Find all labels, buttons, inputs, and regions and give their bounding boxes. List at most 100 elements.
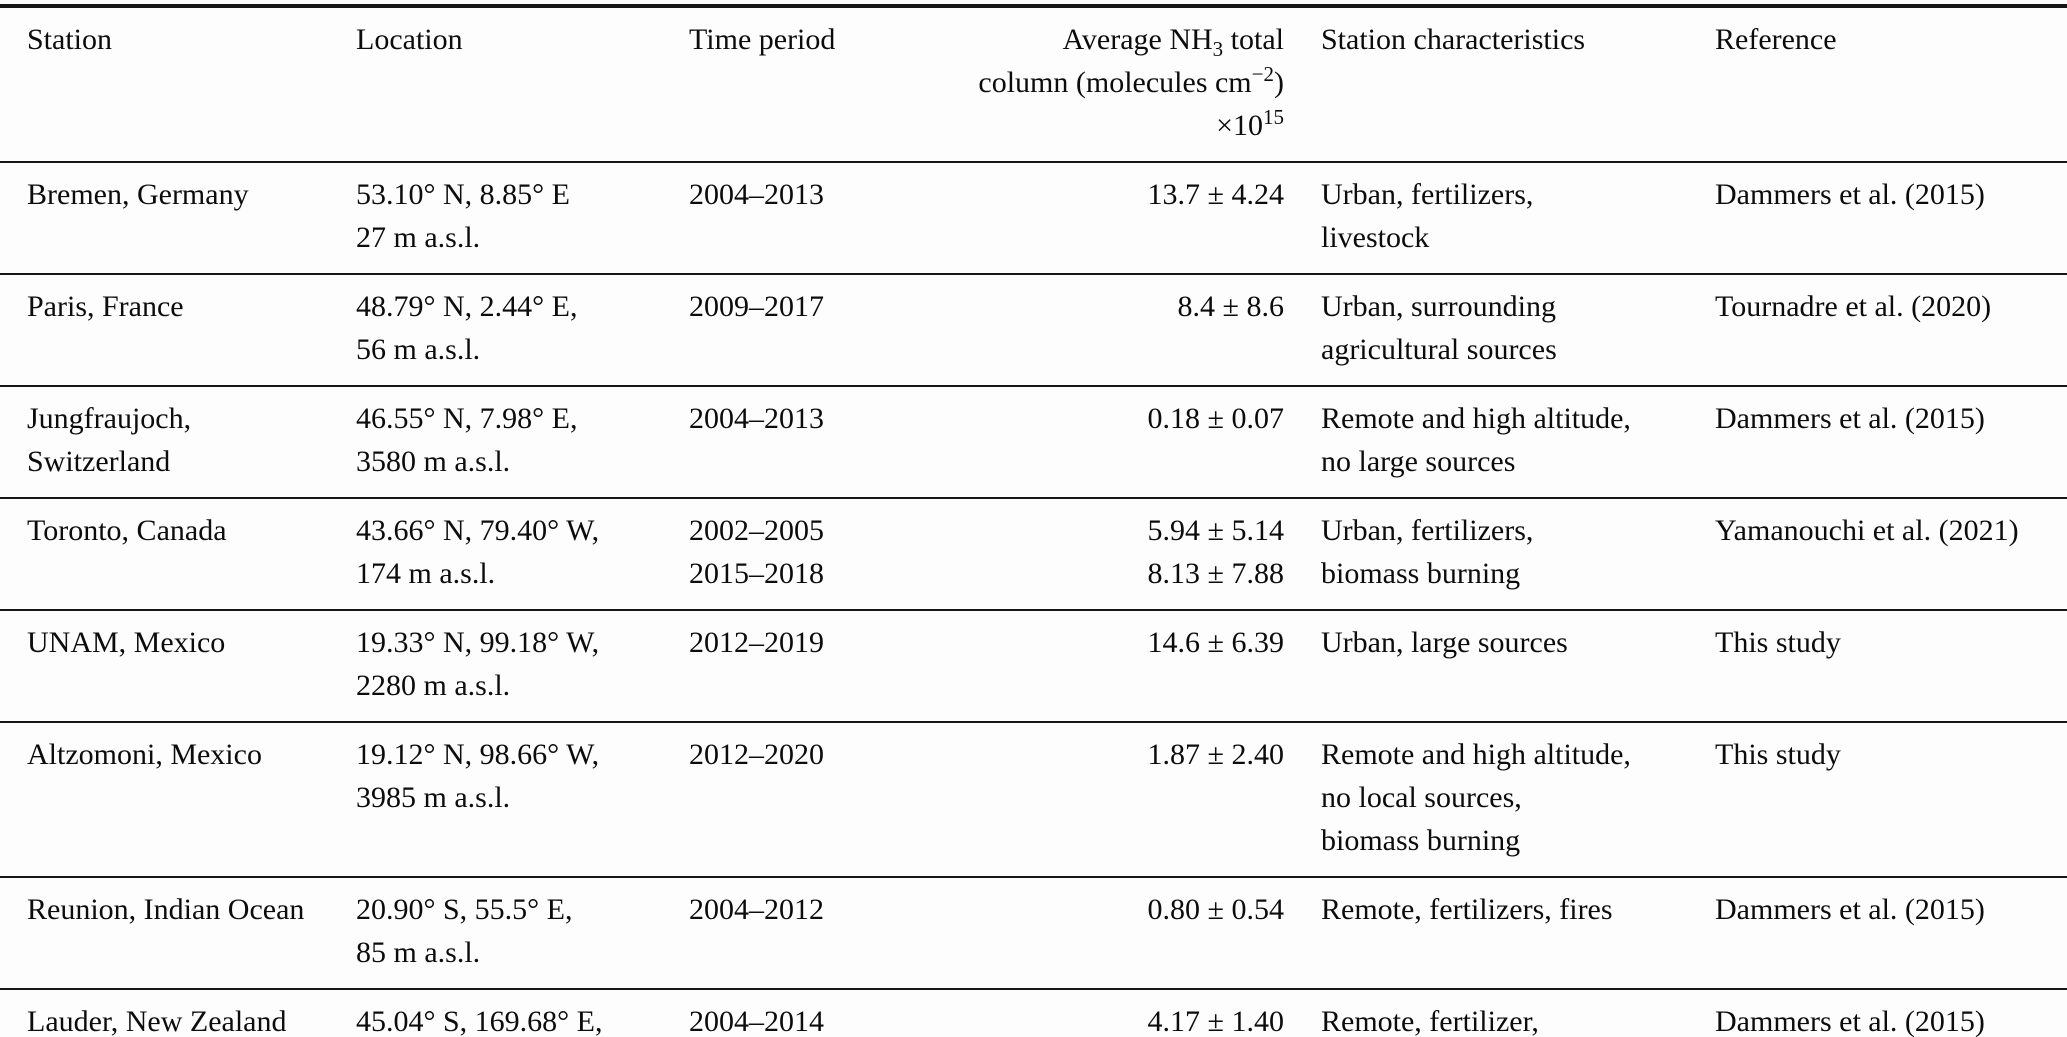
cell-average: 1.87 ± 2.40 xyxy=(881,722,1286,877)
cell-line: 46.55° N, 7.98° E, xyxy=(356,402,578,435)
cell-line: 85 m a.s.l. xyxy=(356,936,481,969)
cell-characteristics: Urban, surrounding agricultural sources xyxy=(1286,274,1715,386)
cell-line: 2004–2014 xyxy=(689,1005,824,1037)
cell-line: 2004–2013 xyxy=(689,178,824,211)
cell-line: 48.79° N, 2.44° E, xyxy=(356,290,578,323)
cell-line: Remote, fertilizers, fires xyxy=(1321,893,1613,926)
cell-line: biomass burning xyxy=(1321,824,1521,857)
header-location-label: Location xyxy=(356,23,463,56)
column-header-average-nh3: Average NH3 total column (molecules cm−2… xyxy=(881,6,1286,162)
table-body: Bremen, Germany 53.10° N, 8.85° E 27 m a.s… xyxy=(0,162,2067,1037)
cell-line: 19.12° N, 98.66° W, xyxy=(356,738,600,771)
header-average-line2: column (molecules cm−2) xyxy=(978,62,1284,100)
cell-line: 2015–2018 xyxy=(689,557,824,590)
cell-location: 46.55° N, 7.98° E, 3580 m a.s.l. xyxy=(356,386,689,498)
cell-line: Toronto, Canada xyxy=(27,514,227,547)
cell-line: Lauder, New Zealand xyxy=(27,1005,287,1037)
ten-exponent: 15 xyxy=(1263,105,1284,129)
cell-characteristics: Remote, fertilizer,livestock xyxy=(1286,989,1715,1037)
cell-line: UNAM, Mexico xyxy=(27,626,226,659)
header-characteristics-label: Station characteristics xyxy=(1321,23,1586,56)
cell-line: Urban, fertilizers, xyxy=(1321,514,1534,547)
cell-line: Dammers et al. (2015) xyxy=(1715,893,1985,926)
column-header-characteristics: Station characteristics xyxy=(1286,6,1715,162)
cell-reference: Tournadre et al. (2020) xyxy=(1715,274,2067,386)
cell-reference: Dammers et al. (2015) xyxy=(1715,386,2067,498)
cell-station: Reunion, Indian Ocean xyxy=(0,877,356,989)
cell-location: 43.66° N, 79.40° W, 174 m a.s.l. xyxy=(356,498,689,610)
cell-line: 3985 m a.s.l. xyxy=(356,781,511,814)
column-header-reference: Reference xyxy=(1715,6,2067,162)
column-header-station: Station xyxy=(0,6,356,162)
cell-line: 2012–2019 xyxy=(689,626,824,659)
cell-station: Bremen, Germany xyxy=(0,162,356,274)
cell-average: 0.80 ± 0.54 xyxy=(881,877,1286,989)
header-average-line1: Average NH3 total xyxy=(1062,23,1284,61)
cell-line: livestock xyxy=(1321,221,1430,254)
cell-line: 14.6 ± 6.39 xyxy=(1147,626,1284,659)
cell-line: Paris, France xyxy=(27,290,184,323)
header-row: Station Location Time period Average NH3… xyxy=(0,6,2067,162)
cell-line: 2004–2012 xyxy=(689,893,824,926)
header-reference-label: Reference xyxy=(1715,23,1837,56)
cell-line: Dammers et al. (2015) xyxy=(1715,402,1985,435)
cell-line: 27 m a.s.l. xyxy=(356,221,481,254)
nh3-subscript: 3 xyxy=(1212,37,1224,61)
cell-characteristics: Remote and high altitude, no large source… xyxy=(1286,386,1715,498)
table-row: Bremen, Germany 53.10° N, 8.85° E 27 m a.s… xyxy=(0,162,2067,274)
cell-characteristics: Urban, fertilizers, livestock xyxy=(1286,162,1715,274)
cell-time-period: 2004–2013 xyxy=(689,162,881,274)
cell-line: Switzerland xyxy=(27,445,171,478)
cell-time-period: 2012–2019 xyxy=(689,610,881,722)
cell-time-period: 2004–2014 xyxy=(689,989,881,1037)
cell-line: 1.87 ± 2.40 xyxy=(1147,738,1284,771)
cell-line: 20.90° S, 55.5° E, xyxy=(356,893,573,926)
cell-station: Toronto, Canada xyxy=(0,498,356,610)
cell-average: 13.7 ± 4.24 xyxy=(881,162,1286,274)
table-row: Altzomoni, Mexico 19.12° N, 98.66° W, 3985… xyxy=(0,722,2067,877)
cell-location: 45.04° S, 169.68° E,370 m a.s.l. xyxy=(356,989,689,1037)
cell-line: 174 m a.s.l. xyxy=(356,557,496,590)
cell-time-period: 2004–2013 xyxy=(689,386,881,498)
cell-line: agricultural sources xyxy=(1321,333,1557,366)
table-row: Jungfraujoch, Switzerland 46.55° N, 7.98° … xyxy=(0,386,2067,498)
cell-characteristics: Urban, fertilizers, biomass burning xyxy=(1286,498,1715,610)
cell-reference: Dammers et al. (2015) xyxy=(1715,162,2067,274)
cell-line: 2002–2005 xyxy=(689,514,824,547)
cell-line: This study xyxy=(1715,738,1841,771)
cell-line: 8.13 ± 7.88 xyxy=(1147,557,1284,590)
header-station-label: Station xyxy=(27,23,113,56)
cell-location: 20.90° S, 55.5° E, 85 m a.s.l. xyxy=(356,877,689,989)
cell-line: 2004–2013 xyxy=(689,402,824,435)
cell-line: 56 m a.s.l. xyxy=(356,333,481,366)
cell-line: 2009–2017 xyxy=(689,290,824,323)
cell-line: 3580 m a.s.l. xyxy=(356,445,511,478)
cell-line: 0.18 ± 0.07 xyxy=(1147,402,1284,435)
cell-reference: This study xyxy=(1715,722,2067,877)
cell-characteristics: Remote, fertilizers, fires xyxy=(1286,877,1715,989)
table-row: Lauder, New Zealand 45.04° S, 169.68° E,3… xyxy=(0,989,2067,1037)
cell-line: 2280 m a.s.l. xyxy=(356,669,511,702)
cell-line: 0.80 ± 0.54 xyxy=(1147,893,1284,926)
table-row: Reunion, Indian Ocean 20.90° S, 55.5° E, 8… xyxy=(0,877,2067,989)
cell-line: 5.94 ± 5.14 xyxy=(1147,514,1284,547)
cell-station: Jungfraujoch, Switzerland xyxy=(0,386,356,498)
cell-line: 43.66° N, 79.40° W, xyxy=(356,514,600,547)
cell-average: 4.17 ± 1.40 xyxy=(881,989,1286,1037)
cell-location: 19.12° N, 98.66° W, 3985 m a.s.l. xyxy=(356,722,689,877)
table-row: Paris, France 48.79° N, 2.44° E, 56 m a.s.… xyxy=(0,274,2067,386)
cell-line: Remote, fertilizer, xyxy=(1321,1005,1539,1037)
cell-line: Dammers et al. (2015) xyxy=(1715,1005,1985,1037)
cell-line: 19.33° N, 99.18° W, xyxy=(356,626,600,659)
cell-time-period: 2004–2012 xyxy=(689,877,881,989)
cell-line: Bremen, Germany xyxy=(27,178,249,211)
cell-station: Paris, France xyxy=(0,274,356,386)
cm-exponent: −2 xyxy=(1251,62,1274,86)
table-row: Toronto, Canada 43.66° N, 79.40° W, 174 m … xyxy=(0,498,2067,610)
cell-location: 19.33° N, 99.18° W, 2280 m a.s.l. xyxy=(356,610,689,722)
cell-station: Altzomoni, Mexico xyxy=(0,722,356,877)
cell-station: UNAM, Mexico xyxy=(0,610,356,722)
header-average-line3: ×1015 xyxy=(1216,105,1284,143)
cell-reference: Dammers et al. (2015) xyxy=(1715,989,2067,1037)
